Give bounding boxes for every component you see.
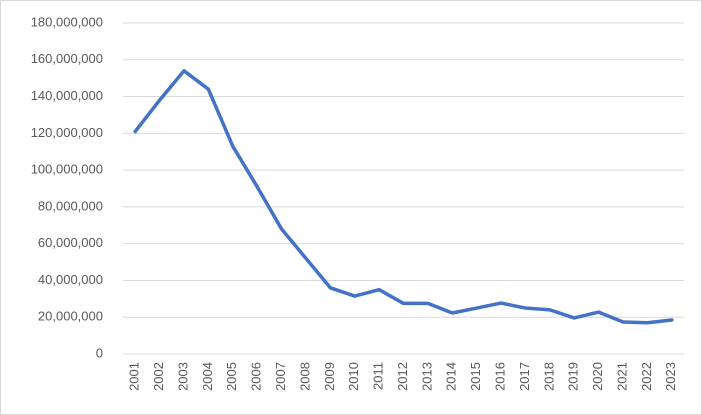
y-tick-label: 160,000,000 (31, 51, 103, 66)
x-tick-label: 2002 (151, 362, 166, 391)
y-tick-label: 60,000,000 (38, 235, 103, 250)
x-tick-label: 2004 (200, 362, 215, 391)
y-tick-label: 180,000,000 (31, 14, 103, 29)
x-tick-label: 2011 (371, 362, 386, 390)
x-tick-label: 2016 (493, 362, 508, 391)
x-tick-label: 2010 (346, 362, 361, 391)
y-tick-label: 0 (96, 345, 103, 360)
x-tick-label: 2015 (468, 362, 483, 391)
x-tick-label: 2009 (322, 362, 337, 391)
x-tick-label: 2017 (517, 362, 532, 391)
x-tick-label: 2001 (127, 362, 142, 391)
y-tick-label: 100,000,000 (31, 162, 103, 177)
x-tick-label: 2006 (249, 362, 264, 391)
x-tick-label: 2022 (639, 362, 654, 391)
y-tick-label: 20,000,000 (38, 309, 103, 324)
y-tick-label: 120,000,000 (31, 125, 103, 140)
x-tick-label: 2012 (395, 362, 410, 391)
x-tick-label: 2020 (590, 362, 605, 391)
y-tick-label: 80,000,000 (38, 198, 103, 213)
x-tick-label: 2014 (444, 362, 459, 391)
x-tick-label: 2008 (297, 362, 312, 391)
x-tick-label: 2023 (663, 362, 678, 391)
x-tick-label: 2019 (566, 362, 581, 391)
data-line (133, 69, 674, 325)
x-tick-label: 2013 (419, 362, 434, 391)
y-tick-label: 140,000,000 (31, 88, 103, 103)
x-tick-label: 2018 (541, 362, 556, 391)
x-tick-label: 2021 (614, 362, 629, 391)
x-tick-label: 2003 (175, 362, 190, 391)
x-tick-label: 2007 (273, 362, 288, 391)
x-tick-label: 2005 (224, 362, 239, 391)
y-tick-label: 40,000,000 (38, 272, 103, 287)
